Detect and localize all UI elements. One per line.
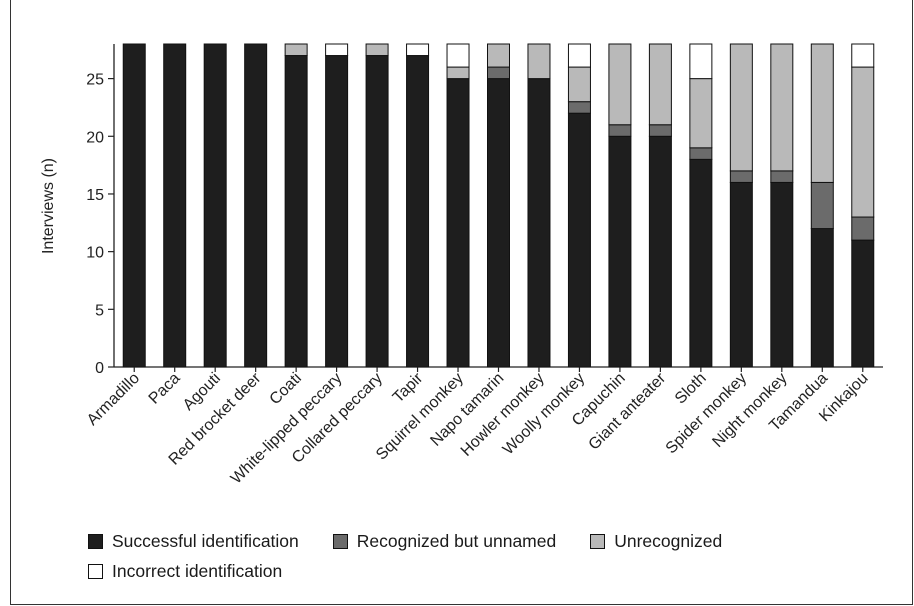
bar-segment-successful xyxy=(122,43,146,368)
x-tick-label: Tapir xyxy=(390,369,427,406)
legend-item-recognized: Recognized but unnamed xyxy=(332,530,557,552)
bar-segment-recognized xyxy=(689,147,713,160)
bars-group xyxy=(122,43,875,368)
legend-swatch-incorrect xyxy=(88,563,103,579)
legend-item-successful: Successful identification xyxy=(88,531,299,552)
bar-segment-successful xyxy=(487,78,510,368)
legend-label-successful: Successful identification xyxy=(112,530,299,551)
bar-segment-recognized xyxy=(729,170,753,183)
bar-segment-recognized xyxy=(851,216,875,241)
legend-label-unrecognized: Unrecognized xyxy=(614,530,723,551)
legend-item-unrecognized: Unrecognized xyxy=(590,531,722,552)
y-axis-ticks: 0 5 10 15 20 25 xyxy=(86,72,114,377)
bar-segment-successful xyxy=(689,158,713,368)
bar-segment-successful xyxy=(770,181,794,368)
stacked-bar-chart: Interviews (n) 0 5 10 15 20 25 Armadillo PacaA… xyxy=(40,43,883,487)
x-tick-label: Paca xyxy=(146,370,184,408)
bar-segment-recognized xyxy=(770,170,794,183)
bar-segment-unrecognized xyxy=(487,43,510,68)
legend-swatch-unrecognized xyxy=(590,533,606,549)
bar-segment-incorrect xyxy=(567,43,591,68)
bar-segment-unrecognized xyxy=(770,43,794,172)
legend-swatch-successful xyxy=(88,533,103,549)
y-tick-label: 15 xyxy=(86,187,104,204)
bar-segment-successful xyxy=(567,112,591,368)
bar-segment-incorrect xyxy=(851,43,875,68)
bar-segment-unrecognized xyxy=(284,43,308,57)
bar-segment-successful xyxy=(527,78,551,368)
bar-segment-unrecognized xyxy=(810,43,834,183)
bar-segment-unrecognized xyxy=(567,66,591,103)
y-axis-label: Interviews (n) xyxy=(40,158,57,254)
bar-segment-incorrect xyxy=(325,43,349,57)
legend-item-incorrect: Incorrect identification xyxy=(88,561,282,582)
bar-segment-unrecognized xyxy=(648,43,672,126)
bar-segment-successful xyxy=(325,55,349,368)
bar-segment-unrecognized xyxy=(608,43,632,126)
bar-segment-successful xyxy=(244,43,268,368)
bar-segment-successful xyxy=(648,135,672,368)
bar-segment-recognized xyxy=(608,124,632,137)
bar-segment-unrecognized xyxy=(365,43,389,57)
bar-segment-unrecognized xyxy=(729,43,753,172)
y-tick-label: 25 xyxy=(86,72,104,89)
y-tick-label: 5 xyxy=(95,302,104,319)
figure-frame xyxy=(10,0,913,605)
y-tick-label: 20 xyxy=(86,129,104,146)
legend-swatch-recognized xyxy=(332,533,348,549)
legend: Successful identification Recognized but… xyxy=(88,526,888,586)
bar-segment-incorrect xyxy=(689,43,713,80)
bar-segment-successful xyxy=(406,55,430,368)
bar-segment-successful xyxy=(284,55,308,368)
bar-segment-recognized xyxy=(487,66,510,80)
bar-segment-successful xyxy=(163,43,187,368)
bar-segment-recognized xyxy=(648,124,672,137)
legend-row-1: Successful identification Recognized but… xyxy=(88,526,888,556)
y-tick-label: 0 xyxy=(95,360,104,377)
x-tick-label: Sloth xyxy=(672,370,710,408)
bar-segment-unrecognized xyxy=(446,66,470,80)
bar-segment-successful xyxy=(851,239,875,368)
legend-label-recognized: Recognized but unnamed xyxy=(356,530,557,551)
y-tick-label: 10 xyxy=(86,245,104,262)
bar-segment-successful xyxy=(446,78,470,368)
legend-row-2: Incorrect identification xyxy=(88,556,888,586)
bar-segment-successful xyxy=(365,55,389,368)
bar-segment-recognized xyxy=(567,101,591,114)
legend-label-incorrect: Incorrect identification xyxy=(112,560,283,581)
x-tick-label: Coati xyxy=(267,370,305,408)
bar-segment-successful xyxy=(729,181,753,368)
bar-segment-successful xyxy=(810,228,834,368)
bar-segment-incorrect xyxy=(406,43,430,57)
x-tick-label: Armadillo xyxy=(84,370,143,429)
bar-segment-successful xyxy=(608,135,632,368)
bar-segment-unrecognized xyxy=(527,43,551,80)
bar-segment-successful xyxy=(203,43,227,368)
bar-segment-unrecognized xyxy=(689,78,713,149)
bar-segment-incorrect xyxy=(446,43,470,68)
bar-segment-unrecognized xyxy=(851,66,875,218)
bar-segment-recognized xyxy=(810,181,834,230)
